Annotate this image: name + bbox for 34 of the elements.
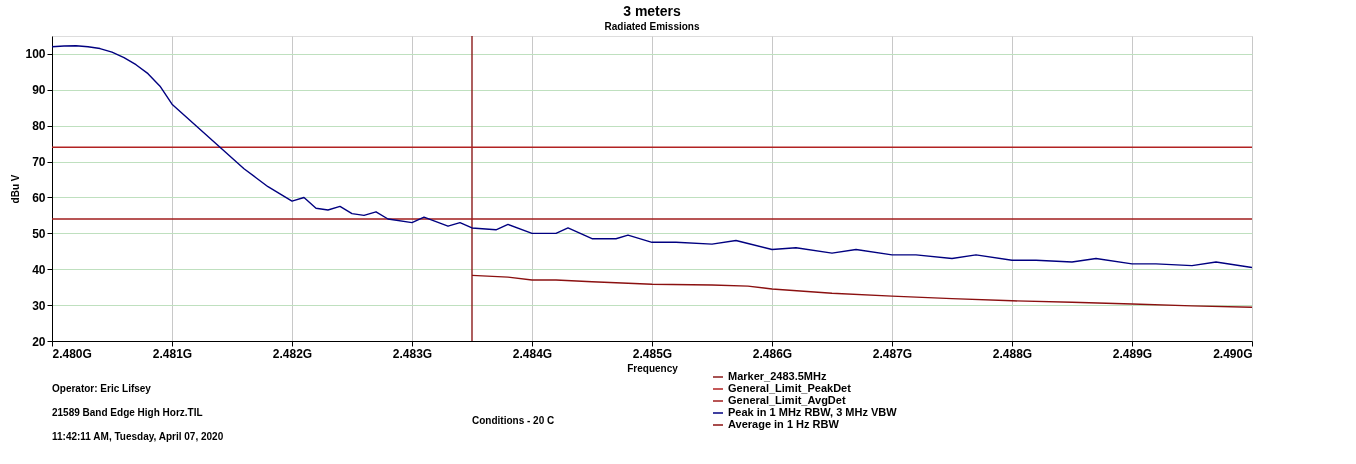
x-tick-label: 2.489G (1112, 346, 1153, 361)
text: 11:42:11 AM, Tuesday, April 07, 2020 (52, 431, 224, 442)
line-series (52, 44, 1252, 269)
x-tick-label: 2.490G (1213, 346, 1253, 361)
y-tick-label: 70 (32, 155, 46, 170)
legend-label: Peak in 1 MHz RBW, 3 MHz VBW (728, 406, 898, 418)
y-tick-label: 40 (32, 262, 46, 277)
y-tick-label: 60 (32, 190, 46, 205)
legend-label: General_Limit_AvgDet (728, 394, 846, 406)
text: 21589 Band Edge High Horz.TIL (52, 407, 203, 418)
y-tick-label: 20 (32, 334, 46, 349)
x-tick-label: 2.484G (512, 346, 553, 361)
x-tick-label: 2.482G (272, 346, 313, 361)
y-axis-title: dBu V (10, 174, 22, 204)
x-tick-label: 2.481G (152, 346, 193, 361)
chart-title: 3 meters (623, 3, 682, 19)
text: Conditions - 20 C (472, 415, 555, 426)
y-tick-label: 80 (32, 119, 46, 134)
y-tick-label: 30 (32, 298, 46, 313)
y-tick-label: 50 (32, 226, 46, 241)
x-tick-label: 2.485G (632, 346, 673, 361)
x-tick-label: 2.486G (752, 346, 793, 361)
y-tick-label: 90 (32, 83, 46, 98)
text: Operator: Eric Lifsey (52, 383, 152, 394)
chart-subtitle: Radiated Emissions (604, 21, 700, 32)
x-tick-label: 2.480G (52, 346, 92, 361)
y-tick-label: 100 (25, 47, 46, 62)
legend-label: Average in 1 Hz RBW (728, 418, 840, 430)
x-tick-label: 2.488G (992, 346, 1033, 361)
legend-label: General_Limit_PeakDet (728, 382, 852, 394)
x-tick-label: 2.483G (392, 346, 433, 361)
legend-label: Marker_2483.5MHz (728, 370, 827, 382)
x-tick-label: 2.487G (872, 346, 913, 361)
x-axis-title: Frequency (627, 362, 679, 374)
